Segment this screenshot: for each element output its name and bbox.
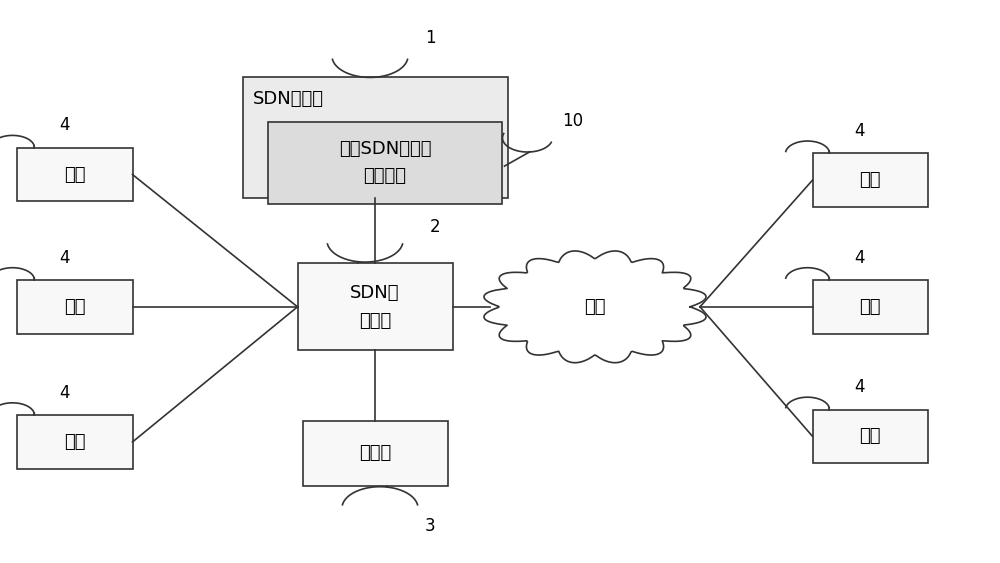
Text: 主机: 主机: [64, 166, 86, 184]
Polygon shape: [484, 251, 706, 363]
Text: 4: 4: [854, 378, 865, 396]
Text: 基于SDN的网络: 基于SDN的网络: [339, 140, 431, 158]
Text: 3: 3: [425, 517, 435, 535]
Text: 4: 4: [59, 384, 70, 401]
FancyBboxPatch shape: [812, 153, 928, 207]
Text: 发设备: 发设备: [359, 312, 391, 330]
Text: SDN控制器: SDN控制器: [252, 90, 324, 108]
Text: 4: 4: [59, 249, 70, 266]
Text: 主机: 主机: [859, 171, 881, 189]
Text: 主机: 主机: [859, 427, 881, 445]
Text: 4: 4: [59, 117, 70, 134]
FancyBboxPatch shape: [298, 263, 452, 350]
Text: SDN转: SDN转: [350, 284, 400, 302]
FancyBboxPatch shape: [812, 280, 928, 333]
Text: 10: 10: [562, 112, 583, 130]
Text: 加速装置: 加速装置: [364, 167, 406, 185]
Text: 4: 4: [854, 249, 865, 266]
FancyBboxPatch shape: [17, 148, 132, 202]
Text: 加速器: 加速器: [359, 444, 391, 462]
FancyBboxPatch shape: [268, 123, 502, 204]
Text: 4: 4: [854, 122, 865, 140]
FancyBboxPatch shape: [17, 280, 132, 333]
FancyBboxPatch shape: [302, 421, 448, 485]
Text: 主机: 主机: [859, 298, 881, 316]
Text: 网络: 网络: [584, 298, 606, 316]
FancyBboxPatch shape: [812, 410, 928, 463]
Text: 主机: 主机: [64, 298, 86, 316]
Text: 1: 1: [425, 29, 435, 47]
Text: 2: 2: [430, 218, 440, 235]
FancyBboxPatch shape: [17, 415, 132, 468]
FancyBboxPatch shape: [242, 77, 508, 199]
Text: 主机: 主机: [64, 433, 86, 451]
